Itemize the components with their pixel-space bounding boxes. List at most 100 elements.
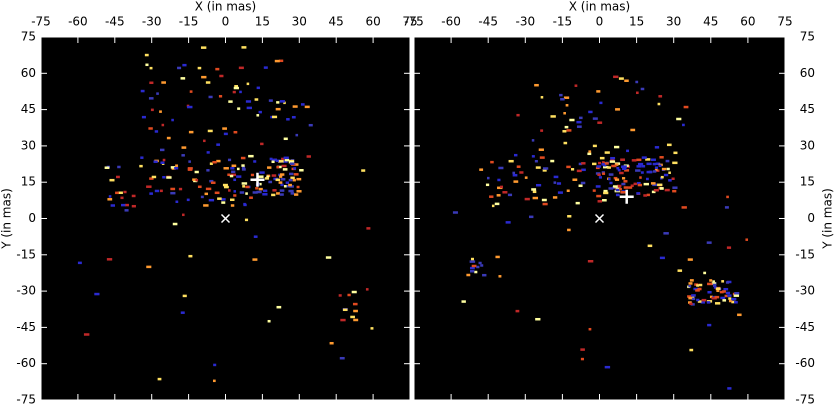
emission-pixel xyxy=(221,201,226,204)
emission-pixel xyxy=(608,187,614,190)
emission-pixel xyxy=(696,298,700,302)
emission-pixel xyxy=(461,300,466,303)
emission-pixel xyxy=(539,156,545,159)
emission-pixel xyxy=(646,170,652,174)
emission-pixel xyxy=(540,129,544,132)
emission-pixel xyxy=(617,168,621,172)
emission-pixel xyxy=(246,106,252,110)
emission-pixel xyxy=(672,161,678,165)
emission-pixel xyxy=(731,300,736,304)
emission-pixel xyxy=(622,165,627,168)
emission-pixel xyxy=(532,196,539,200)
emission-pixel xyxy=(497,186,503,190)
y-tick-label: 30 xyxy=(21,138,36,152)
emission-pixel xyxy=(603,162,609,165)
emission-pixel xyxy=(697,300,702,303)
emission-pixel xyxy=(615,188,620,192)
emission-pixel xyxy=(286,118,290,121)
emission-pixel xyxy=(299,169,304,172)
emission-pixel xyxy=(279,175,283,178)
emission-pixel xyxy=(181,154,185,157)
emission-pixel xyxy=(189,90,193,93)
emission-pixel xyxy=(217,197,222,200)
emission-pixel xyxy=(117,191,123,195)
emission-pixel xyxy=(683,105,689,109)
emission-pixel xyxy=(258,187,263,191)
emission-pixel xyxy=(228,189,231,192)
emission-pixel xyxy=(672,186,678,189)
emission-pixel xyxy=(532,190,537,194)
emission-pixel xyxy=(263,189,268,193)
emission-pixel xyxy=(720,296,726,300)
emission-pixel xyxy=(256,114,260,117)
emission-pixel xyxy=(154,130,159,133)
emission-pixel xyxy=(658,95,663,98)
emission-pixel xyxy=(723,287,729,291)
emission-pixel xyxy=(696,284,700,287)
emission-pixel xyxy=(596,90,601,93)
emission-pixel xyxy=(721,280,725,283)
emission-pixel xyxy=(258,110,262,114)
y-tick-label: -30 xyxy=(16,284,36,298)
emission-pixel xyxy=(570,168,575,171)
emission-pixel xyxy=(676,117,682,121)
emission-pixel xyxy=(567,215,572,218)
emission-pixel xyxy=(641,165,646,168)
emission-pixel xyxy=(664,188,670,192)
emission-pixel xyxy=(290,176,295,180)
emission-pixel xyxy=(550,115,556,118)
emission-pixel xyxy=(646,162,652,166)
emission-pixel xyxy=(215,67,220,71)
emission-pixel xyxy=(161,81,166,84)
emission-pixel xyxy=(531,139,535,142)
emission-pixel xyxy=(580,357,584,361)
emission-pixel xyxy=(597,121,603,124)
emission-pixel xyxy=(651,190,656,194)
emission-pixel xyxy=(524,197,530,201)
emission-pixel xyxy=(722,290,726,293)
emission-pixel xyxy=(668,171,671,174)
emission-pixel xyxy=(665,159,670,163)
emission-pixel xyxy=(280,183,284,187)
emission-pixel xyxy=(268,99,273,102)
emission-pixel xyxy=(613,176,618,180)
emission-pixel xyxy=(640,87,645,91)
emission-pixel xyxy=(745,238,749,241)
emission-pixel xyxy=(339,356,345,360)
emission-pixel xyxy=(650,158,656,162)
emission-pixel xyxy=(587,259,594,263)
emission-pixel xyxy=(628,186,633,189)
emission-pixel xyxy=(603,191,609,195)
emission-pixel xyxy=(466,273,471,277)
emission-pixel xyxy=(218,95,223,98)
emission-pixel xyxy=(104,166,110,169)
emission-pixel xyxy=(175,164,179,167)
emission-pixel xyxy=(578,162,583,166)
emission-pixel xyxy=(646,193,650,197)
x-axis-label: X (in mas) xyxy=(195,0,256,14)
emission-pixel xyxy=(687,295,693,298)
emission-pixel xyxy=(560,98,565,101)
emission-pixel xyxy=(588,150,592,153)
emission-pixel xyxy=(245,192,248,195)
emission-pixel xyxy=(614,163,619,166)
emission-pixel xyxy=(267,319,271,323)
emission-pixel xyxy=(512,173,518,177)
emission-pixel xyxy=(507,193,513,197)
emission-pixel xyxy=(706,241,712,244)
emission-pixel xyxy=(559,93,563,97)
emission-pixel xyxy=(292,178,296,182)
emission-pixel xyxy=(630,184,634,187)
emission-pixel xyxy=(146,185,152,188)
emission-pixel xyxy=(154,189,160,193)
emission-pixel xyxy=(654,146,660,149)
emission-pixel xyxy=(707,291,712,294)
emission-pixel xyxy=(230,204,235,207)
x-tick-label: -15 xyxy=(179,15,199,29)
emission-pixel xyxy=(193,179,198,183)
emission-pixel xyxy=(574,84,578,87)
emission-pixel xyxy=(687,258,693,261)
emission-pixel xyxy=(237,107,241,110)
emission-pixel xyxy=(567,228,571,232)
emission-pixel xyxy=(725,281,730,284)
